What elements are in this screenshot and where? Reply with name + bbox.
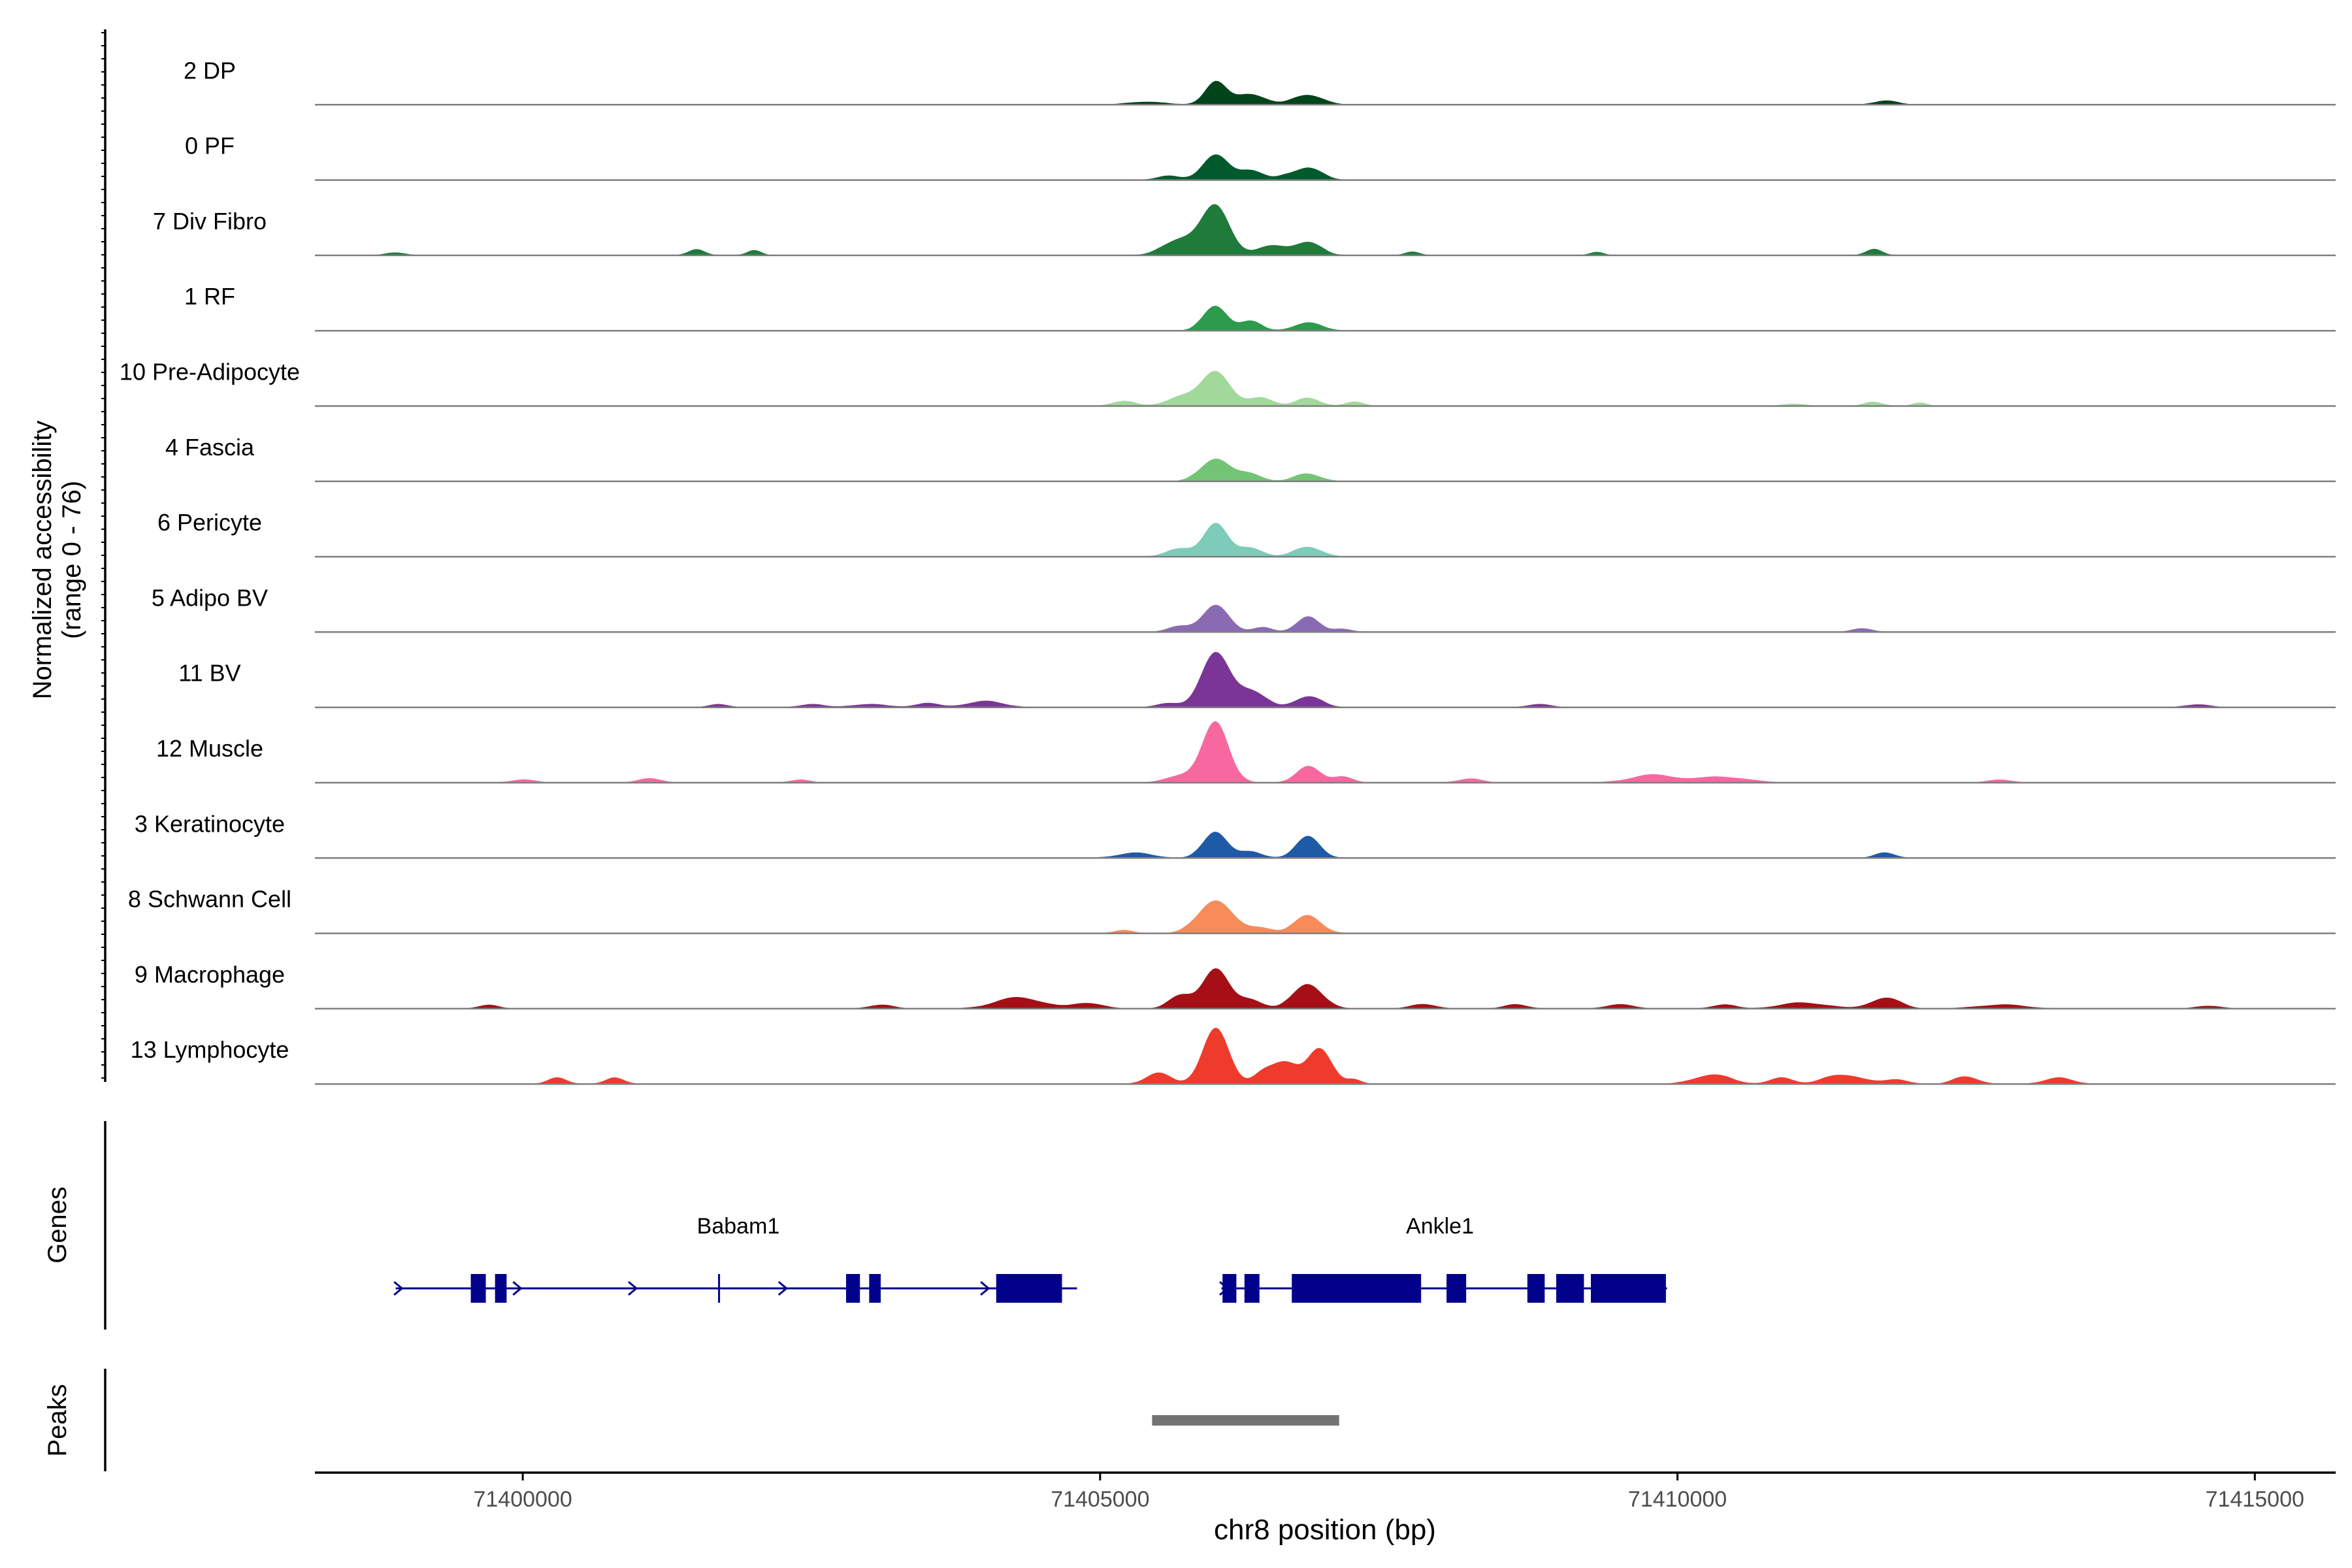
coverage-track: 11 BV (178, 651, 2336, 708)
coverage-y-axis: Normalized accessibility (range 0 - 76) (28, 29, 106, 1082)
coverage-signal (315, 154, 2336, 181)
coverage-track: 10 Pre-Adipocyte (120, 359, 2336, 407)
coverage-signal (315, 370, 2336, 406)
coverage-signal (315, 204, 2336, 256)
coverage-signal (315, 604, 2336, 632)
gene-name: Ankle1 (1406, 1214, 1474, 1239)
track-label: 8 Schwann Cell (128, 886, 291, 913)
x-tick-label: 71400000 (473, 1487, 572, 1512)
track-label: 3 Keratinocyte (135, 810, 285, 837)
gene-name: Babam1 (697, 1214, 780, 1239)
track-label: 12 Muscle (156, 735, 263, 762)
track-label: 13 Lymphocyte (131, 1036, 289, 1063)
gene-exon (869, 1274, 881, 1303)
coverage-signal (315, 968, 2336, 1009)
gene-exon (996, 1274, 1062, 1303)
gene-model: Ankle1 (1219, 1214, 1667, 1303)
gene-exon (1556, 1274, 1584, 1303)
track-label: 10 Pre-Adipocyte (120, 359, 300, 385)
coverage-signal (315, 458, 2336, 482)
strand-arrow (777, 1281, 789, 1296)
coverage-track: 5 Adipo BV (152, 584, 2336, 633)
peak-regions (1152, 1415, 1339, 1426)
coverage-track: 4 Fascia (165, 434, 2336, 483)
track-label: 1 RF (184, 283, 235, 310)
coverage-track: 3 Keratinocyte (135, 810, 2336, 859)
peak-region (1152, 1415, 1339, 1426)
gene-models: Babam1 Ankle1 (393, 1214, 1667, 1303)
coverage-track: 2 DP (184, 57, 2336, 106)
coverage-tracks: 2 DP 0 PF 7 Div Fibro 1 RF 10 Pre-Adipocyte 4… (120, 57, 2336, 1085)
gene-exon (1244, 1274, 1260, 1303)
x-tick-label: 71415000 (2206, 1487, 2304, 1512)
x-axis: 71400000 71405000 71410000 71415000 chr8 po… (315, 1471, 2336, 1546)
coverage-track: 6 Pericyte (157, 509, 2336, 558)
track-label: 6 Pericyte (157, 509, 262, 536)
strand-arrow (1219, 1281, 1230, 1296)
coverage-track: 13 Lymphocyte (131, 1027, 2336, 1085)
coverage-track: 1 RF (184, 283, 2336, 332)
gene-exon (495, 1274, 507, 1303)
gene-exon (1527, 1274, 1545, 1303)
gene-exon (470, 1274, 486, 1303)
coverage-signal (315, 831, 2336, 858)
coverage-signal (315, 1027, 2336, 1085)
x-tick-label: 71405000 (1051, 1487, 1149, 1512)
gene-exon (1292, 1274, 1422, 1303)
coverage-track: 8 Schwann Cell (128, 886, 2336, 934)
x-axis-label: chr8 position (bp) (1214, 1514, 1436, 1546)
coverage-signal (315, 651, 2336, 708)
gene-exon (1446, 1274, 1467, 1303)
coverage-signal (315, 721, 2336, 783)
strand-arrow (628, 1281, 638, 1296)
peaks-panel-label: Peaks (43, 1384, 72, 1456)
track-label: 2 DP (184, 57, 236, 84)
coverage-track: 9 Macrophage (135, 961, 2336, 1010)
coverage-signal (315, 305, 2336, 331)
track-label: 9 Macrophage (135, 961, 285, 988)
track-label: 4 Fascia (165, 434, 255, 461)
track-label: 7 Div Fibro (153, 208, 267, 235)
strand-arrow (393, 1281, 404, 1296)
genes-panel: Genes Babam1 Ankle1 (43, 1121, 1667, 1330)
track-label: 5 Adipo BV (152, 584, 268, 611)
x-axis-ticks: 71400000 71405000 71410000 71415000 (473, 1473, 2304, 1512)
strand-arrow (512, 1281, 523, 1296)
coverage-signal (315, 80, 2336, 105)
coverage-signal (315, 900, 2336, 934)
genes-panel-label: Genes (43, 1186, 72, 1264)
gene-exon (846, 1274, 860, 1303)
track-label: 0 PF (185, 133, 235, 159)
peaks-panel: Peaks (43, 1369, 1339, 1471)
coverage-track: 12 Muscle (156, 721, 2336, 784)
gene-exon (1222, 1274, 1237, 1303)
gene-exon (1591, 1274, 1666, 1303)
coverage-track: 7 Div Fibro (153, 204, 2336, 257)
gene-model: Babam1 (393, 1214, 1077, 1303)
x-tick-label: 71410000 (1628, 1487, 1727, 1512)
track-label: 11 BV (178, 660, 240, 687)
y-axis-label-line2: (range 0 - 76) (57, 481, 86, 639)
coverage-signal (315, 523, 2336, 557)
coverage-y-axis-ticks (101, 32, 105, 1079)
coverage-track: 0 PF (185, 133, 2336, 181)
y-axis-label-line1: Normalized accessibility (28, 421, 57, 700)
strand-arrow (980, 1281, 990, 1296)
